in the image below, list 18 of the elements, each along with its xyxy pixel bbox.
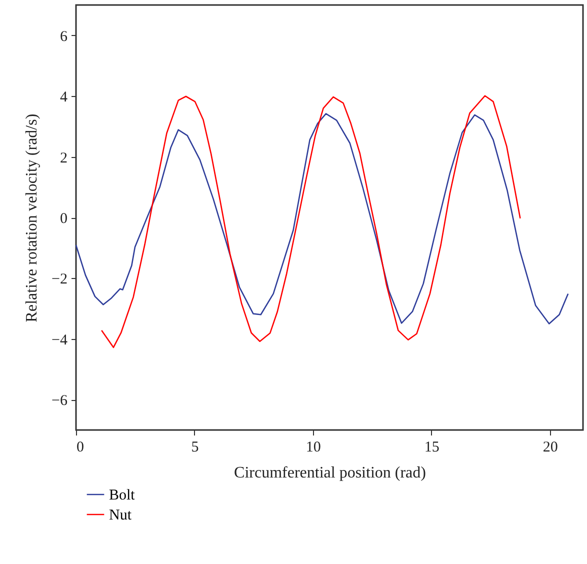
x-tick-label: 5: [191, 440, 199, 456]
y-tick-label: 6: [60, 28, 68, 45]
y-tick-label: 0: [60, 211, 68, 227]
x-tick-label: 0: [76, 440, 84, 456]
y-tick-label: −2: [52, 272, 68, 288]
y-tick-label: 4: [60, 90, 68, 106]
legend-label: Nut: [109, 508, 132, 524]
y-axis-title: Relative rotation velocity (rad/s): [24, 114, 41, 322]
x-tick-label: 10: [306, 440, 321, 456]
y-tick-label: 2: [60, 150, 68, 166]
legend-label: Bolt: [109, 488, 136, 504]
line-series: [100, 95, 521, 348]
x-axis-title: Circumferential position (rad): [234, 464, 426, 482]
x-tick-label: 20: [542, 440, 558, 456]
y-tick-label: −4: [52, 332, 68, 348]
line-series: [75, 113, 569, 324]
x-tick-label: 15: [424, 440, 440, 456]
y-tick-label: −6: [52, 393, 68, 410]
